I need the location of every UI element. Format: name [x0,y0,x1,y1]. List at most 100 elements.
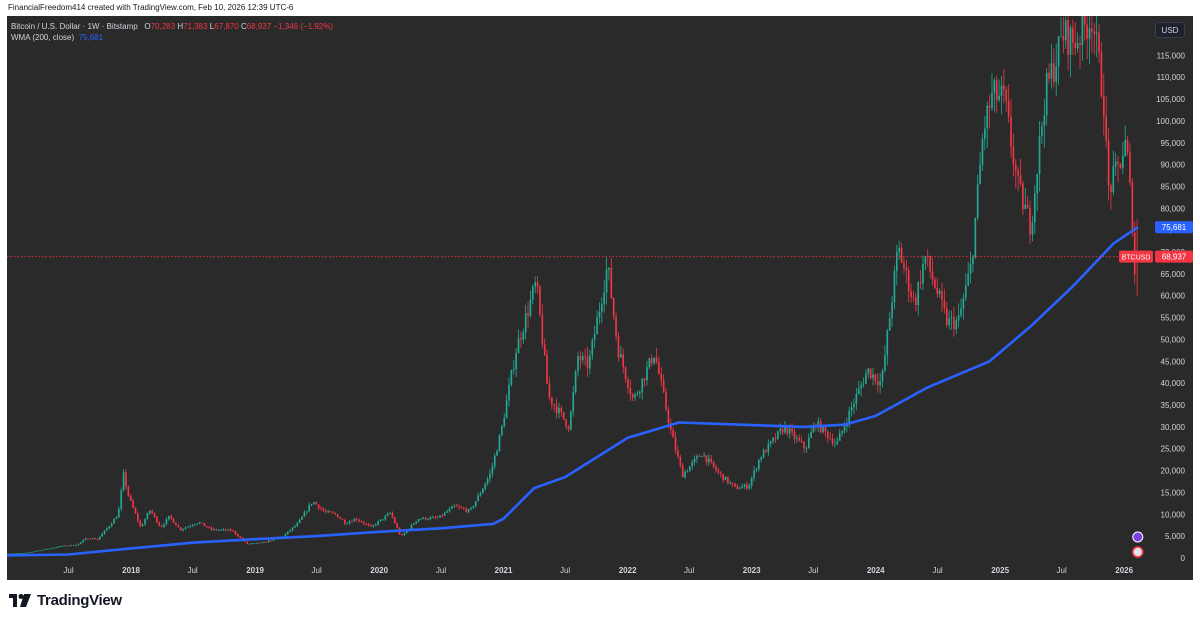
candle-body [884,355,886,371]
candle-body [108,526,111,529]
candle-body [1017,170,1019,176]
event-flag-icon[interactable] [1132,546,1144,558]
candle-body [898,247,901,253]
candle-body [912,297,915,298]
candle-body [567,426,570,430]
candle-body [384,515,387,520]
candle-body [344,520,346,524]
candle-body [234,530,237,535]
candle-body [324,510,327,512]
candle-body [886,330,889,356]
candle-body [206,526,208,528]
candle-body [1107,140,1110,186]
candle-body [786,425,789,434]
candle-body [512,369,515,371]
candle-body [826,431,829,439]
x-tick-label: Jul [932,566,942,575]
candle-body [796,438,798,439]
candle-body [658,362,660,374]
candle-body [125,472,127,487]
candle-body [648,358,651,368]
candle-body [341,518,344,521]
candle-body [232,530,234,532]
candle-body [46,548,49,550]
candle-body [976,184,979,218]
candle-body [58,546,61,548]
candle-body [865,373,867,384]
candle-body [170,516,172,519]
candle-body [391,513,394,518]
candle-body [27,552,30,554]
candle-body [853,403,855,408]
candle-body [793,431,796,439]
currency-button[interactable]: USD [1155,22,1185,38]
candle-body [667,409,670,424]
candle-body [943,300,946,309]
legend-symbol[interactable]: Bitcoin / U.S. Dollar · 1W · Bitstamp [11,22,138,31]
candle-body [294,526,296,528]
candle-body [560,407,563,412]
candle-body [351,521,353,523]
candle-body [686,471,689,473]
event-rocket-icon[interactable] [1132,531,1144,543]
candle-body [753,470,755,479]
candle-body [148,510,151,514]
candle-body [106,528,108,531]
candle-body [969,264,972,274]
candle-body [1062,36,1065,41]
candle-body [355,518,358,520]
candle-body [227,529,230,531]
legend-wma-label[interactable]: WMA (200, close) [11,33,75,42]
x-tick-label: Jul [436,566,446,575]
y-tick-label: 10,000 [1161,510,1186,519]
candle-body [1114,161,1117,167]
candle-body [175,522,177,526]
candle-body [848,410,851,424]
y-tick-label: 25,000 [1161,445,1186,454]
candle-body [1072,27,1074,43]
candle-body [225,529,227,531]
candle-body [151,510,153,514]
wma-price-label: 75,681 [1162,223,1187,232]
candle-body [710,458,713,462]
candle-body [37,550,39,552]
candle-body [791,428,793,432]
candle-body [163,524,165,527]
candle-body [672,429,674,438]
candle-body [462,508,465,509]
candle-body [453,505,456,507]
candle-body [336,514,339,518]
candle-body [843,426,846,431]
candle-body [248,543,251,545]
candle-body [410,524,413,530]
candle-body [731,482,734,485]
candle-body [1079,42,1081,45]
candle-body [386,513,389,516]
chart-pane[interactable]: 0 5,000 10,000 15,000 20,000 25,000 30,000 35,0… [7,16,1193,580]
candle-body [984,128,986,140]
candle-body [1129,152,1131,183]
x-tick-label: 2026 [1115,566,1133,575]
candle-body [938,291,941,294]
candle-body [998,95,1000,100]
candle-body [531,286,534,300]
candle-body [122,472,125,491]
candle-body [757,459,760,469]
candle-body [669,423,672,430]
candle-body [251,543,253,545]
candle-body [96,539,99,541]
x-tick-label: Jul [684,566,694,575]
candle-body [194,524,196,526]
candle-body [805,448,808,450]
candle-body [255,542,258,544]
price-chart[interactable]: 0 5,000 10,000 15,000 20,000 25,000 30,000 35,0… [7,16,1193,580]
candle-body [788,428,791,434]
candle-body [10,553,13,555]
candle-body [137,513,139,521]
candle-body [817,421,820,428]
candle-body [539,286,541,315]
candle-body [415,521,418,524]
candle-body [1121,156,1124,168]
candle-body [160,525,163,527]
candle-body [891,302,893,319]
